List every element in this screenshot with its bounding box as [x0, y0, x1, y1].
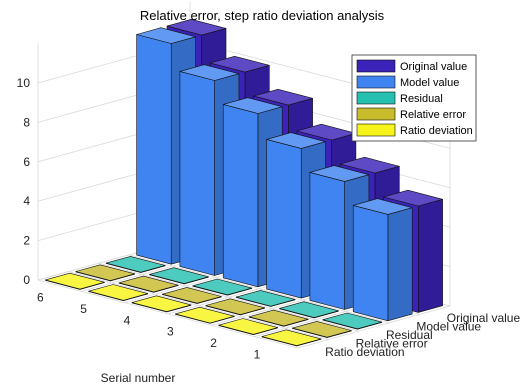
legend-swatch: [356, 75, 396, 89]
legend-entry: Original value: [400, 61, 467, 73]
bar-face: [266, 139, 302, 299]
z-tick-label: 10: [17, 76, 31, 90]
bar-face: [149, 267, 209, 284]
chart-title: Relative error, step ratio deviation ana…: [140, 8, 385, 23]
bar-2-0: [105, 256, 166, 273]
series-tick-label: Model value: [416, 320, 481, 334]
bar-4-2: [131, 295, 192, 313]
series-tick-label: Residual: [386, 328, 433, 342]
bar-face: [136, 27, 196, 44]
serial-tick-label: 5: [80, 302, 87, 316]
bar-face: [261, 329, 322, 346]
bar-face: [235, 290, 296, 307]
bar-3-5: [292, 321, 352, 338]
bar-face: [179, 71, 215, 276]
bar-face: [387, 207, 413, 322]
bar-4-1: [88, 284, 148, 302]
z-tick-label: 2: [23, 234, 30, 248]
bar-face: [166, 18, 227, 36]
bar-face: [218, 318, 279, 335]
bar-face: [417, 199, 443, 313]
bar-face: [162, 287, 222, 304]
bar-3-4: [248, 309, 309, 327]
bar-face: [352, 198, 413, 215]
bar-2-5: [322, 312, 383, 330]
bar-3-3: [205, 298, 266, 316]
grid-line: [129, 254, 390, 324]
series-tick-label: Original value: [447, 311, 521, 325]
legend: Original value Model value Residual Relativ…: [351, 54, 477, 142]
grid-line: [37, 279, 299, 349]
bar-face: [248, 309, 309, 327]
bar-2-2: [192, 278, 253, 296]
bar-2-3: [235, 290, 296, 307]
legend-entry: Ratio deviation: [400, 125, 473, 137]
bar-2-1: [149, 267, 209, 285]
bar-3-1: [118, 275, 179, 293]
bar-face: [339, 156, 400, 174]
bar-face: [222, 104, 259, 288]
bar-face: [179, 64, 240, 81]
bar-face: [205, 298, 266, 315]
bar-face: [192, 278, 253, 296]
z-tick-label: 6: [23, 155, 30, 169]
serial-tick-label: 6: [37, 291, 44, 305]
bar-face: [136, 34, 172, 265]
bar-3-2: [162, 287, 222, 304]
series-tick-label: Relative error: [356, 336, 428, 350]
z-tick-label: 4: [23, 194, 30, 208]
legend-swatch: [356, 123, 396, 137]
serial-tick-label: 4: [124, 313, 131, 327]
bar-4-0: [45, 272, 105, 290]
grid-line: [68, 271, 329, 340]
serial-tick-label: 1: [254, 347, 261, 361]
legend-entry: Relative error: [400, 109, 466, 121]
bar-2-4: [279, 301, 339, 319]
bar-face: [45, 272, 105, 290]
bar-face: [175, 306, 235, 324]
bar-4-5: [261, 329, 322, 347]
bar-4-4: [218, 318, 279, 336]
bars-layer: [45, 18, 443, 347]
bar-face: [105, 256, 166, 273]
bar-face: [88, 284, 148, 301]
grid-line: [297, 305, 451, 349]
bar-face: [352, 205, 389, 322]
bar-1-5: [352, 198, 413, 322]
bar-3-0: [75, 264, 136, 282]
bar-face: [118, 275, 179, 293]
bar-face: [266, 132, 326, 149]
bar-face: [309, 172, 345, 310]
bar-face: [279, 301, 339, 318]
bar-face: [309, 165, 370, 182]
bar-4-3: [175, 306, 235, 324]
legend-swatch: [356, 107, 396, 121]
bar-face: [322, 312, 383, 330]
bar-face: [253, 89, 313, 106]
legend-entry: Model value: [400, 77, 459, 89]
legend-swatch: [356, 91, 396, 105]
legend-swatch: [356, 59, 396, 73]
x-axis-label: Serial number: [101, 371, 176, 385]
series-tick-label: Ratio deviation: [325, 345, 404, 359]
serial-tick-label: 3: [167, 325, 174, 339]
z-tick-label: 0: [23, 273, 30, 287]
legend-entry: Residual: [400, 93, 443, 105]
bar-face: [210, 55, 270, 73]
grid-line: [98, 262, 359, 332]
z-tick-label: 8: [23, 115, 30, 129]
bar-face: [222, 97, 283, 114]
bar-face: [292, 321, 352, 338]
bar-face: [383, 189, 443, 207]
bar-face: [131, 295, 192, 312]
bar-face: [75, 264, 136, 281]
serial-tick-label: 2: [210, 336, 217, 350]
